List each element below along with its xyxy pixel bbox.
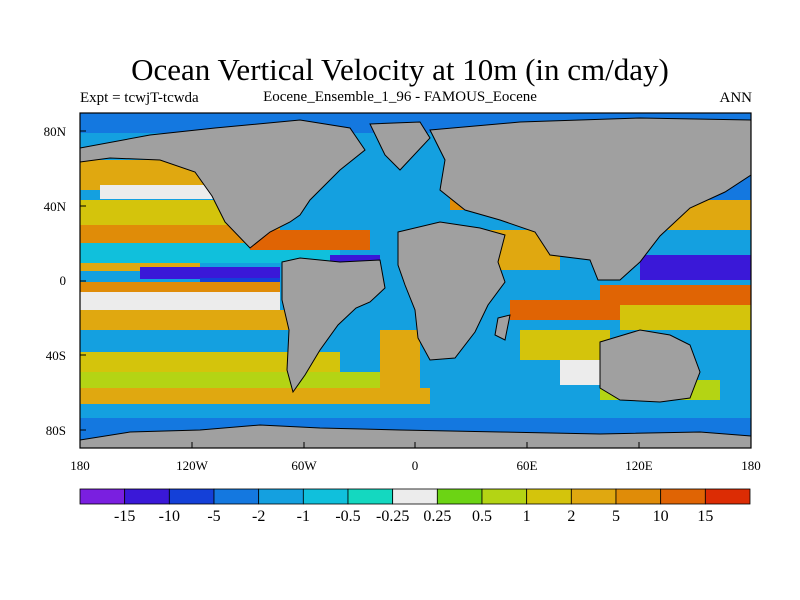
colorbar-label: -0.25	[375, 508, 410, 525]
colorbar-swatch	[704, 488, 751, 505]
lon-label-180w: 180	[70, 458, 90, 473]
lon-label-0: 0	[411, 458, 419, 473]
colorbar-label: 0.5	[472, 508, 492, 525]
colorbar-swatch	[481, 488, 528, 505]
landmass-africa	[397, 221, 506, 361]
lat-label-0: 0	[59, 273, 67, 288]
colorbar-swatch	[79, 488, 126, 505]
axis-ticks	[80, 130, 640, 448]
colorbar-swatch	[258, 488, 304, 505]
colorbar-swatch	[168, 488, 215, 505]
colorbar-label: -1	[296, 508, 310, 525]
landmass-madagascar	[494, 314, 511, 341]
colorbar-swatch	[526, 488, 572, 505]
colorbar-swatch	[213, 488, 260, 505]
lon-label-120w: 120W	[176, 458, 208, 473]
colorbar-label: 10	[652, 508, 669, 525]
colorbar-swatch	[347, 488, 394, 505]
lon-label-60w: 60W	[291, 458, 317, 473]
colorbar-label: -5	[207, 508, 221, 525]
lat-label-80s: 80S	[45, 423, 66, 438]
colorbar-swatch	[570, 488, 617, 505]
colorbar	[79, 488, 751, 505]
ensemble-label: Eocene_Ensemble_1_96 - FAMOUS_Eocene	[263, 89, 537, 105]
colorbar-swatch	[436, 488, 483, 505]
colorbar-label: -10	[158, 508, 180, 525]
season-label: ANN	[719, 90, 753, 106]
landmass-south-america	[281, 257, 386, 394]
landmass-north-america	[80, 119, 366, 249]
landmass-greenland	[369, 121, 431, 171]
lon-label-120e: 120E	[625, 458, 653, 473]
experiment-label: Expt = tcwjT-tcwda	[80, 90, 199, 106]
colorbar-swatch	[302, 488, 349, 505]
colorbar-label: 0.25	[423, 508, 452, 525]
landmass-australia	[599, 329, 701, 403]
colorbar-label: -0.5	[335, 508, 361, 525]
land-masses	[80, 117, 751, 448]
plot-title: Ocean Vertical Velocity at 10m (in cm/da…	[131, 52, 669, 87]
colorbar-label: 2	[567, 508, 576, 525]
lon-label-180e: 180	[741, 458, 761, 473]
lat-label-40s: 40S	[45, 348, 66, 363]
colorbar-label: 15	[697, 508, 714, 525]
landmass-eurasia	[429, 117, 751, 281]
colorbar-swatch	[660, 488, 706, 505]
map-panel	[80, 113, 751, 448]
landmass-antarctica	[80, 424, 751, 448]
colorbar-label: 1	[522, 508, 531, 525]
colorbar-swatch	[392, 488, 438, 505]
lon-label-60e: 60E	[516, 458, 538, 473]
colorbar-label: -15	[113, 508, 136, 525]
lat-label-40n: 40N	[43, 199, 66, 214]
colorbar-label: 5	[612, 508, 620, 525]
colorbar-swatch	[124, 488, 170, 505]
lat-label-80n: 80N	[43, 124, 66, 139]
colorbar-swatch	[615, 488, 662, 505]
colorbar-label: -2	[251, 508, 266, 525]
